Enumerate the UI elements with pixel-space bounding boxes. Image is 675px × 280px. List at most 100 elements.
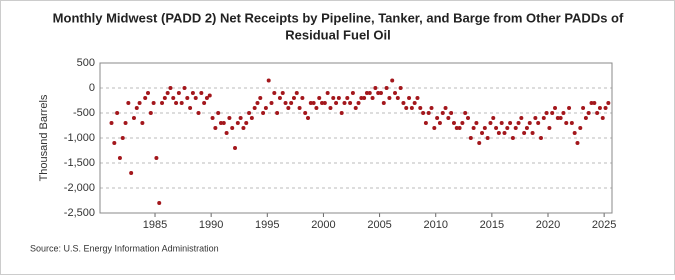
point <box>443 106 448 110</box>
point <box>291 96 296 100</box>
point <box>252 106 257 110</box>
point <box>505 126 510 130</box>
point <box>210 116 215 120</box>
point <box>190 91 195 95</box>
point <box>263 106 268 110</box>
point <box>202 101 207 105</box>
point <box>404 106 409 110</box>
point <box>269 101 274 105</box>
point <box>356 101 361 105</box>
point <box>474 121 479 125</box>
point <box>345 96 350 100</box>
point <box>171 96 176 100</box>
point <box>131 116 136 120</box>
point <box>126 101 131 105</box>
point <box>193 96 198 100</box>
point <box>550 111 555 115</box>
x-tick-label: 2020 <box>536 219 560 231</box>
point <box>502 131 507 135</box>
y-tick-label: -1,000 <box>64 132 95 144</box>
point <box>249 116 254 120</box>
point <box>348 101 353 105</box>
point <box>289 101 294 105</box>
x-tick-label: 1990 <box>199 219 223 231</box>
point <box>603 106 608 110</box>
point <box>336 96 341 100</box>
point <box>359 96 364 100</box>
point <box>216 111 221 115</box>
point <box>561 111 566 115</box>
point <box>227 116 232 120</box>
point <box>112 141 117 145</box>
point <box>168 86 173 90</box>
point <box>320 101 325 105</box>
point <box>440 111 445 115</box>
point <box>510 136 515 140</box>
point <box>176 91 181 95</box>
point <box>179 101 184 105</box>
point <box>373 86 378 90</box>
point <box>328 106 333 110</box>
point <box>384 86 389 90</box>
point <box>508 121 513 125</box>
point <box>457 126 462 130</box>
point <box>407 96 412 100</box>
point <box>342 101 347 105</box>
point <box>496 131 501 135</box>
point <box>390 78 395 83</box>
point <box>353 106 358 110</box>
point <box>530 131 535 135</box>
point <box>600 116 605 120</box>
chart-subtitle: Residual Fuel Oil <box>285 27 390 42</box>
point <box>586 111 591 115</box>
point <box>255 101 260 105</box>
point <box>378 91 383 95</box>
point <box>460 121 465 125</box>
point <box>421 111 426 115</box>
point <box>575 141 580 145</box>
point <box>592 101 597 105</box>
chart-title: Monthly Midwest (PADD 2) Net Receipts by… <box>53 10 624 25</box>
point <box>221 121 226 125</box>
point <box>533 116 538 120</box>
point <box>606 101 611 105</box>
point <box>350 91 355 95</box>
point <box>317 96 322 100</box>
point <box>294 91 299 95</box>
point <box>449 111 454 115</box>
point <box>564 121 569 125</box>
point <box>233 146 238 150</box>
point <box>157 201 162 205</box>
point <box>538 136 543 140</box>
point <box>553 106 558 110</box>
point <box>466 116 470 120</box>
point <box>494 126 499 130</box>
point <box>569 121 574 125</box>
y-axis-label: Thousand Barrels <box>38 94 50 181</box>
point <box>137 101 142 105</box>
point <box>308 101 313 105</box>
point <box>334 101 339 105</box>
point <box>162 96 167 100</box>
point <box>395 96 400 100</box>
point <box>581 106 586 110</box>
point <box>331 96 336 100</box>
point <box>235 121 240 125</box>
point <box>188 106 193 110</box>
y-tick-label: 500 <box>77 57 95 69</box>
point <box>432 126 437 130</box>
point <box>381 101 386 105</box>
y-tick-label: -500 <box>73 107 95 119</box>
point <box>482 126 487 130</box>
point <box>480 131 485 135</box>
point <box>409 106 414 110</box>
point <box>314 106 319 110</box>
point <box>174 101 179 105</box>
point <box>199 91 204 95</box>
point <box>204 96 209 100</box>
point <box>272 91 277 95</box>
point <box>376 91 381 95</box>
point <box>471 126 476 130</box>
point <box>207 93 212 98</box>
